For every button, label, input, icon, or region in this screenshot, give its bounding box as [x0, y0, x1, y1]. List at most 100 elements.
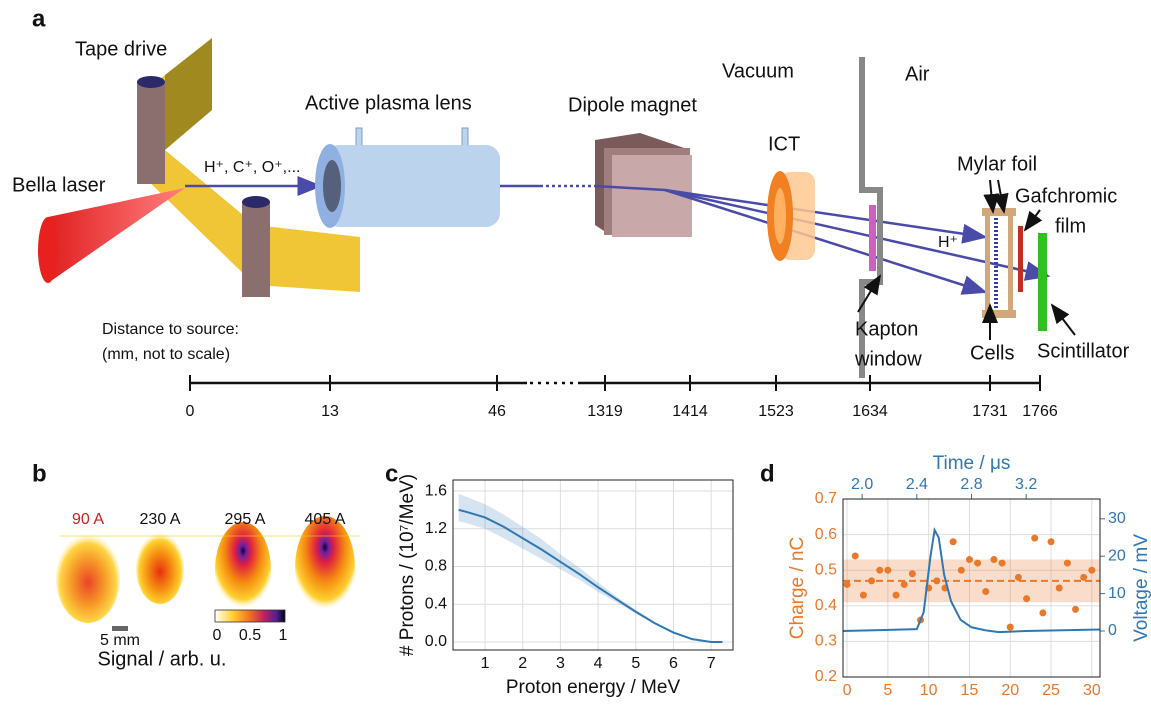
y-tick-label: 0.4	[815, 597, 837, 614]
label: Cells	[970, 342, 1014, 364]
y2-axis-label: Voltage / mV	[1131, 534, 1151, 642]
point	[1063, 559, 1071, 567]
x-axis-label: Proton energy / MeV	[506, 677, 681, 698]
line	[458, 508, 723, 643]
x-tick-label: 0	[843, 682, 852, 699]
panel-label: b	[32, 460, 47, 487]
point	[859, 591, 867, 599]
y-tick-label: 0.8	[425, 558, 447, 575]
y-tick-label: 0.3	[815, 633, 837, 650]
x-tick-label: 20	[1001, 682, 1019, 699]
tick-label: 13	[321, 403, 339, 420]
tick-label: 1731	[972, 403, 1008, 420]
x2-axis-label: Time / μs	[933, 453, 1011, 474]
label: ICT	[768, 133, 800, 155]
point	[957, 566, 965, 574]
panel-label: d	[760, 460, 775, 487]
plot-frame	[842, 498, 1101, 678]
label: Mylar foil	[957, 153, 1037, 175]
point	[843, 580, 851, 588]
x-tick-label: 5	[883, 682, 892, 699]
line	[842, 526, 1101, 634]
label: Active plasma lens	[305, 92, 472, 114]
x2-tick-label: 2.8	[960, 476, 982, 493]
point	[1039, 609, 1047, 617]
beam-profiles	[56, 516, 360, 631]
point	[1088, 566, 1096, 574]
tick-label: 1766	[1022, 403, 1058, 420]
x-tick-label: 2	[518, 655, 527, 672]
point	[1006, 623, 1014, 631]
x-tick-label: 6	[669, 655, 678, 672]
x2-tick-label: 2.4	[906, 476, 928, 493]
y-tick-label: 0.0	[425, 633, 447, 650]
label: Distance to source:	[102, 321, 239, 338]
y2-tick-label: 10	[1108, 585, 1126, 602]
label: H⁺	[938, 234, 958, 251]
point	[990, 556, 998, 564]
tick-label: 0	[186, 403, 195, 420]
colorbar-tick: 0	[213, 627, 222, 644]
point	[965, 556, 973, 564]
colorbar-tick: 1	[279, 627, 288, 644]
current-label: 405 A	[305, 511, 346, 528]
label: Dipole magnet	[568, 94, 697, 116]
label: Signal / arb. u.	[98, 648, 227, 670]
point	[868, 577, 876, 585]
x-tick-label: 1	[481, 655, 490, 672]
point	[974, 559, 982, 567]
colorbar-tick: 0.5	[239, 627, 261, 644]
point	[998, 559, 1006, 567]
label: Tape drive	[75, 38, 167, 60]
point	[884, 566, 892, 574]
y-axis-label: # Protons / (10⁷/MeV)	[397, 474, 418, 656]
panel-label: c	[385, 460, 398, 487]
tick-label: 46	[488, 403, 506, 420]
label: Gafchromic	[1015, 185, 1117, 207]
point	[908, 570, 916, 578]
current-label: 230 A	[140, 511, 181, 528]
point	[1014, 573, 1022, 581]
point	[933, 577, 941, 585]
x-tick-label: 30	[1083, 682, 1101, 699]
point	[982, 588, 990, 596]
label: film	[1055, 215, 1086, 237]
x-tick-label: 10	[920, 682, 938, 699]
plot-frame	[452, 479, 734, 651]
y-axis-label: Charge / nC	[787, 537, 808, 639]
label: Bella laser	[12, 174, 106, 196]
tick-label: 1414	[672, 403, 708, 420]
label: H⁺, C⁺, O⁺,...	[204, 159, 300, 176]
point	[1072, 605, 1080, 613]
label: (mm, not to scale)	[102, 346, 230, 363]
x-tick-label: 7	[707, 655, 716, 672]
point	[1023, 595, 1031, 603]
x-tick-label: 15	[961, 682, 979, 699]
current-label: 90 A	[72, 511, 104, 528]
y-tick-label: 0.5	[815, 561, 837, 578]
point	[876, 566, 884, 574]
label: Scintillator	[1037, 340, 1130, 362]
error-band	[458, 493, 723, 642]
current-label: 295 A	[225, 511, 266, 528]
y-tick-label: 1.2	[425, 520, 447, 537]
x2-tick-label: 2.0	[851, 476, 873, 493]
setup-drawing	[38, 38, 1076, 385]
x-tick-label: 25	[1042, 682, 1060, 699]
label: 5 mm	[100, 632, 140, 649]
y-tick-label: 0.7	[815, 490, 837, 507]
label: Kapton	[855, 318, 918, 340]
label: Vacuum	[722, 60, 794, 82]
tick-label: 1523	[758, 403, 794, 420]
point	[1047, 538, 1055, 546]
label: window	[854, 348, 922, 370]
y-tick-label: 0.4	[425, 595, 447, 612]
point	[1080, 573, 1088, 581]
y2-tick-label: 20	[1108, 547, 1126, 564]
point	[949, 538, 957, 546]
point	[1055, 584, 1063, 592]
y2-tick-label: 0	[1108, 622, 1117, 639]
x-tick-label: 3	[556, 655, 565, 672]
tick-label: 1634	[852, 403, 888, 420]
